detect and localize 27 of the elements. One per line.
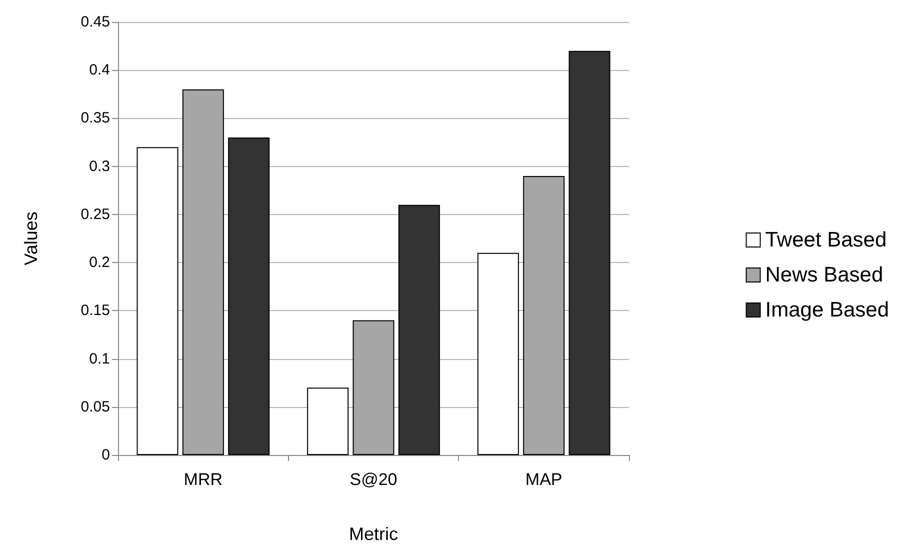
y-tick-label: 0.3: [89, 158, 110, 175]
bar: [523, 176, 565, 455]
y-axis-title: Values: [21, 212, 41, 266]
bar: [568, 50, 610, 455]
legend-label: Tweet Based: [765, 228, 887, 252]
y-tick-label: 0.4: [89, 62, 110, 79]
y-tick-label: 0: [102, 446, 110, 464]
y-tick-label: 0.25: [80, 206, 110, 223]
x-tick-label: MAP: [525, 470, 562, 489]
y-tick-label: 0.45: [80, 14, 110, 30]
legend-label: News Based: [765, 264, 884, 286]
legend-label: Image Based: [765, 298, 890, 322]
y-tick-label: 0.05: [80, 398, 110, 416]
bar: [228, 137, 270, 455]
bar: [398, 204, 440, 455]
y-tick-label: 0.2: [89, 254, 110, 272]
bar: [136, 147, 178, 455]
bar: [182, 89, 224, 455]
x-tick-label: MRR: [184, 470, 223, 489]
y-tick-label: 0.15: [80, 302, 110, 320]
x-axis-title: Metric: [349, 524, 398, 544]
x-tick-label: S@20: [350, 470, 398, 489]
bar: [352, 320, 394, 455]
y-tick-label: 0.35: [80, 110, 110, 127]
bar: [307, 388, 349, 455]
bar: [477, 252, 519, 455]
y-tick-label: 0.1: [89, 350, 110, 368]
